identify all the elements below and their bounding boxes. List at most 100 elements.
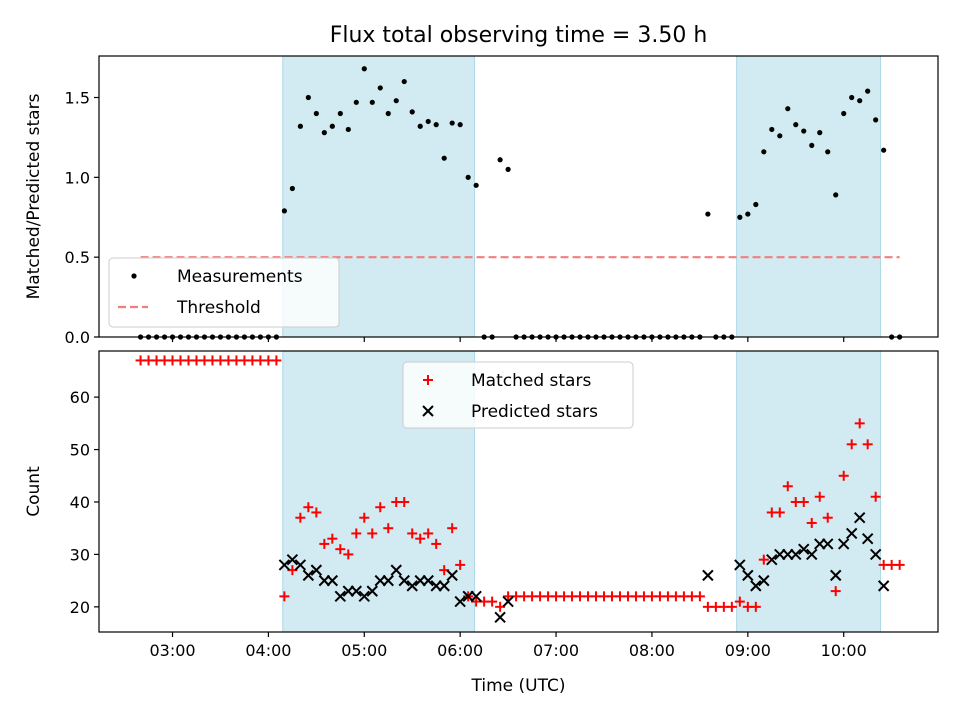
measurement-point: [777, 133, 783, 139]
matched-star-point: [694, 591, 705, 602]
top-y-tick-label: 0.0: [65, 328, 90, 347]
matched-star-point: [806, 517, 817, 528]
predicted-star-point: [806, 548, 818, 561]
bottom-legend: Matched stars Predicted stars: [402, 361, 634, 429]
x-tick-label: 08:00: [629, 641, 675, 660]
bottom-legend-box: [402, 361, 634, 429]
measurement-point: [497, 157, 503, 163]
matched-star-point: [782, 481, 793, 492]
measurement-point: [809, 142, 815, 149]
matched-star-point: [870, 491, 881, 502]
matched-star-point: [271, 355, 282, 366]
predicted-star-point: [302, 569, 315, 582]
bottom-y-axis-label: Count: [24, 466, 44, 517]
measurement-point: [425, 118, 431, 125]
predicted-star-point: [798, 543, 810, 555]
predicted-star-point: [742, 569, 754, 582]
measurement-point: [345, 126, 351, 133]
top-panel: 0.0 0.5 1.0 1.5 Matched/Predicted stars Measu…: [24, 55, 939, 347]
measurement-point: [817, 130, 823, 136]
matched-star-point: [383, 523, 394, 534]
measurement-point: [745, 211, 751, 217]
matched-star-point: [375, 502, 386, 513]
measurement-point: [825, 149, 831, 155]
measurement-point: [401, 78, 407, 85]
predicted-star-point: [861, 532, 874, 545]
measurement-point: [449, 120, 455, 126]
top-y-axis-label: Matched/Predicted stars: [24, 93, 44, 299]
matched-star-point: [319, 538, 330, 549]
top-axes-frame: [98, 55, 939, 338]
measurement-point: [465, 174, 471, 180]
matched-star-point: [822, 512, 833, 523]
matched-star-point: [734, 596, 745, 607]
top-y-tick-label: 0.5: [65, 248, 90, 267]
predicted-star-point: [310, 564, 323, 576]
predicted-star-point: [470, 590, 482, 603]
predicted-star-point: [278, 559, 291, 571]
matched-star-point: [455, 559, 466, 570]
measurement-point: [705, 211, 711, 217]
bottom-y-tick-label: 20: [70, 598, 90, 617]
matched-star-point: [279, 591, 290, 602]
measurement-point: [305, 94, 311, 101]
predicted-star-point: [758, 574, 770, 587]
predicted-star-point: [398, 574, 410, 587]
measurement-point: [801, 128, 807, 134]
matched-star-point: [750, 601, 761, 612]
measurement-point: [321, 130, 327, 136]
top-legend: Measurements Threshold: [108, 257, 340, 328]
bottom-y-tick-label: 40: [70, 493, 90, 512]
predicted-star-point: [877, 580, 890, 592]
measurement-point: [737, 214, 743, 220]
predicted-star-point: [390, 564, 402, 576]
matched-star-point: [335, 544, 346, 555]
legend-marker-matched: [423, 375, 433, 385]
predicted-star-point: [494, 611, 506, 624]
x-tick-label: 03:00: [149, 641, 195, 660]
matched-star-point: [351, 528, 362, 539]
predicted-star-point: [350, 585, 363, 597]
matched-star-point: [758, 554, 769, 565]
matched-star-point: [774, 507, 785, 518]
bottom-y-tick-label: 60: [70, 388, 90, 407]
top-legend-label-1: Threshold: [176, 298, 261, 318]
bottom-legend-label-0: Matched stars: [471, 371, 591, 391]
predicted-star-point: [702, 569, 714, 582]
predicted-star-point: [845, 527, 858, 540]
measurement-point: [457, 122, 463, 128]
matched-star-point: [303, 502, 314, 513]
matched-star-point: [846, 439, 857, 450]
predicted-star-point: [502, 595, 514, 608]
measurement-point: [417, 123, 423, 129]
predicted-star-point: [869, 548, 882, 561]
matched-star-point: [343, 549, 354, 560]
x-tick-label: 10:00: [821, 641, 867, 660]
matched-star-point: [798, 496, 809, 507]
predicted-star-point: [446, 569, 458, 582]
matched-star-point: [830, 586, 841, 597]
matched-star-point: [359, 512, 370, 523]
predicted-star-point: [422, 574, 434, 587]
measurement-point: [833, 192, 839, 198]
predicted-star-point: [830, 569, 842, 582]
top-legend-box: [108, 257, 340, 328]
measurement-point: [761, 149, 767, 155]
measurement-point: [433, 122, 439, 128]
x-tick-label: 07:00: [533, 641, 579, 660]
measurement-point: [841, 110, 847, 117]
measurement-point: [849, 94, 855, 101]
matched-star-point: [327, 533, 338, 544]
bottom-y-tick-label: 30: [70, 545, 90, 564]
measurement-point: [769, 126, 775, 133]
predicted-star-point: [294, 559, 307, 571]
predicted-star-point: [790, 548, 802, 561]
measurement-point: [313, 110, 319, 117]
top-y-tick-label: 1.5: [65, 89, 90, 108]
measurement-point: [369, 99, 375, 105]
predicted-star-point: [822, 538, 834, 550]
measurement-point: [857, 98, 863, 104]
x-tick-label: 09:00: [725, 641, 771, 660]
chart-title: Flux total observing time = 3.50 h: [330, 23, 708, 48]
matched-star-point: [862, 439, 873, 450]
